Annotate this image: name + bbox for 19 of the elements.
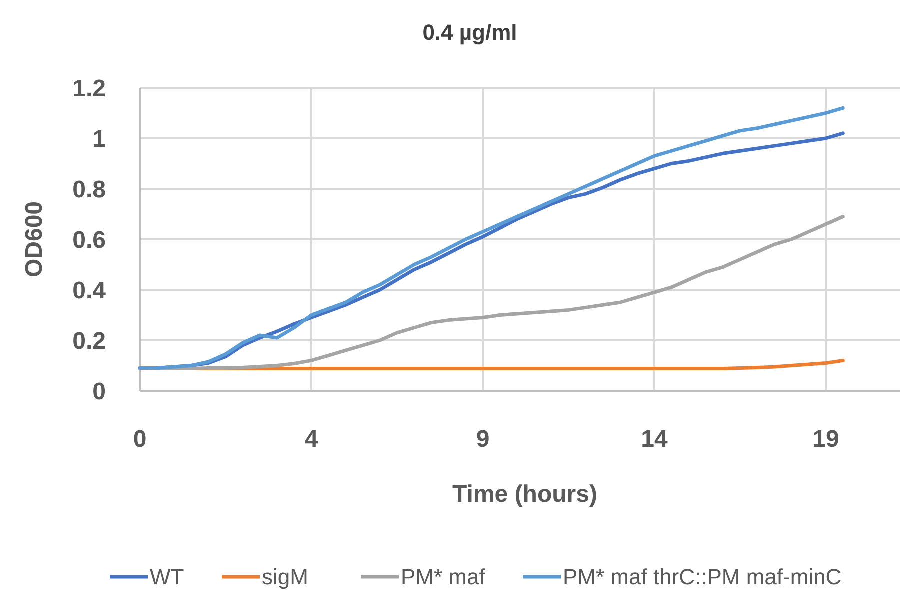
legend-label: PM* maf thrC::PM maf-minC [563, 564, 842, 590]
chart-title: 0.4 µg/ml [422, 20, 518, 45]
x-tick-label: 0 [133, 426, 147, 453]
x-tick-label: 4 [304, 426, 319, 453]
x-tick-label: 19 [812, 426, 840, 453]
x-tick-label: 9 [476, 426, 490, 453]
y-axis-title: OD600 [21, 201, 48, 278]
y-tick-label: 1.2 [72, 75, 106, 102]
legend-label: WT [150, 564, 184, 590]
y-tick-label: 0.2 [72, 328, 106, 355]
legend-label: sigM [262, 564, 308, 590]
y-tick-label: 0 [92, 378, 106, 406]
y-tick-label: 1 [92, 126, 106, 153]
legend-label: PM* maf [401, 564, 486, 590]
y-tick-label: 0.8 [72, 176, 106, 204]
x-axis-title: Time (hours) [452, 481, 598, 508]
y-tick-label: 0.4 [72, 277, 107, 304]
y-tick-label: 0.6 [72, 226, 106, 254]
x-tick-label: 14 [641, 426, 668, 453]
